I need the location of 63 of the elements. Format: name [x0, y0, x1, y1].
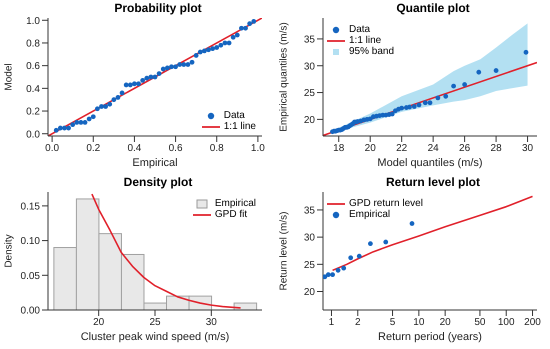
y-tick-label: 20: [304, 287, 316, 298]
y-tick-label: 35: [304, 34, 316, 46]
x-tick-label: 30: [522, 143, 534, 154]
y-axis-title: Density: [4, 234, 15, 268]
y-tick-label: 25: [304, 88, 316, 100]
x-tick-label: 10: [413, 317, 425, 328]
legend-label: GPD fit: [214, 209, 248, 220]
x-tick-label: 18: [333, 143, 345, 154]
x-axis-title: Return period (years): [378, 331, 482, 343]
x-tick-label: 0.0: [45, 143, 60, 154]
x-tick-label: 22: [396, 143, 408, 154]
x-tick-label: 200: [524, 317, 542, 328]
chart-title: Probability plot: [113, 0, 203, 16]
x-tick-label: 20: [93, 317, 105, 328]
legend-label: 95% band: [349, 46, 394, 57]
x-tick-label: 0.8: [210, 143, 224, 154]
x-tick-label: 50: [474, 317, 486, 328]
y-tick-label: 0.4: [26, 84, 40, 95]
y-tick-label: 0.8: [26, 38, 40, 50]
y-tick-label: 35: [304, 205, 316, 216]
x-tick-label: 24: [428, 143, 440, 154]
y-tick-label: 1.0: [26, 16, 40, 27]
x-axis-title: Cluster peak wind speed (m/s): [80, 331, 230, 343]
y-tick-label: 0.05: [20, 270, 40, 282]
legend-label: 1:1 line: [349, 35, 382, 46]
legend-label: Empirical: [214, 198, 256, 209]
y-tick-label: 0.6: [26, 61, 40, 72]
y-tick-label: 30: [304, 232, 316, 244]
x-tick-label: 30: [206, 317, 218, 328]
y-tick-label: 0.00: [20, 306, 40, 317]
x-tick-label: 5: [390, 317, 396, 328]
chart-title: Quantile plot: [395, 0, 471, 16]
y-tick-label: 0.2: [26, 106, 40, 118]
y-axis-title: Return level (m/s): [278, 212, 290, 290]
chart-title: Density plot: [122, 174, 194, 190]
legend-label: Data: [349, 24, 370, 35]
x-tick-label: 20: [440, 317, 452, 328]
x-tick-label: 0.6: [168, 143, 183, 154]
y-tick-label: 30: [304, 61, 316, 72]
y-tick-label: 0.15: [20, 201, 40, 212]
x-tick-label: 28: [490, 143, 502, 154]
x-tick-label: 0.4: [127, 143, 142, 154]
chart-title: Return level plot: [384, 174, 481, 190]
y-tick-label: 25: [304, 260, 316, 271]
y-axis-title: Empirical quantiles (m/s): [278, 22, 290, 132]
x-tick-label: 0.2: [86, 143, 101, 154]
x-tick-label: 1: [328, 317, 335, 328]
y-tick-label: 0.0: [26, 129, 40, 140]
y-axis-title: Model: [4, 63, 15, 91]
legend-label: Data: [224, 110, 245, 121]
x-axis-title: Model quantiles (m/s): [377, 157, 483, 169]
legend-label: GPD return level: [349, 198, 423, 209]
x-axis-title: Empirical: [132, 157, 178, 169]
y-tick-label: 20: [304, 114, 316, 126]
x-tick-label: 25: [149, 317, 161, 328]
x-tick-label: 26: [459, 143, 471, 154]
x-tick-label: 20: [364, 143, 376, 154]
y-tick-label: 0.10: [20, 236, 40, 248]
legend-label: Empirical: [349, 209, 390, 220]
x-tick-label: 2: [354, 317, 361, 328]
legend-label: 1:1 line: [224, 121, 256, 132]
x-tick-label: 1.0: [250, 143, 266, 154]
x-tick-label: 100: [498, 317, 516, 328]
